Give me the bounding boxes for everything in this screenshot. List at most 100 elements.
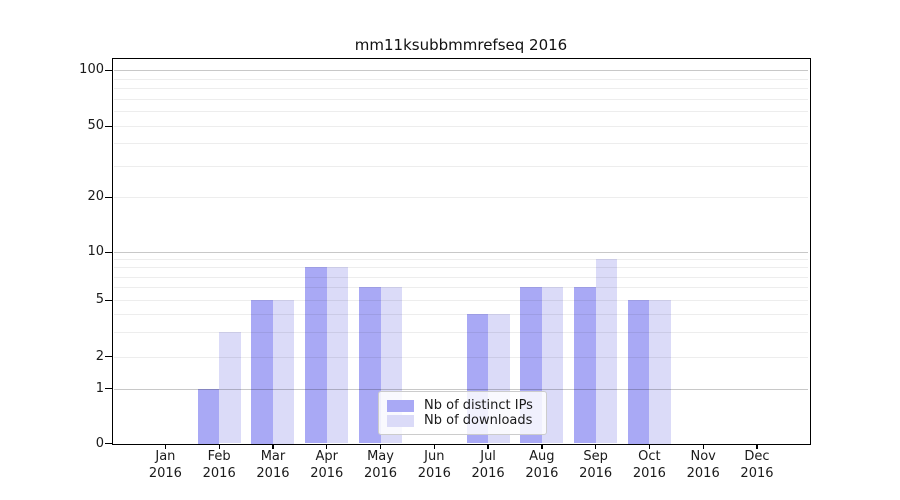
x-tick-label-sep: Sep 2016 <box>564 449 628 482</box>
x-tick-year: 2016 <box>471 465 505 481</box>
bar-downloads-mar <box>272 300 295 444</box>
gridline-minor-20 <box>114 197 808 198</box>
y-tick-mark-1 <box>105 388 113 390</box>
x-tick-year: 2016 <box>202 465 236 481</box>
x-tick-month: Dec <box>744 449 770 464</box>
x-tick-label-feb: Feb 2016 <box>187 449 251 482</box>
y-tick-label-1: 1 <box>95 380 104 396</box>
x-tick-month: Oct <box>638 449 661 464</box>
legend-label-distinct-ips: Nb of distinct IPs <box>424 398 533 413</box>
x-tick-year: 2016 <box>579 465 613 481</box>
y-tick-mark-2 <box>105 356 113 358</box>
x-tick-mark-sep <box>595 444 597 449</box>
legend-label-downloads: Nb of downloads <box>424 413 533 428</box>
x-tick-label-dec: Dec 2016 <box>725 449 789 482</box>
bar-downloads-oct <box>649 300 671 444</box>
x-tick-label-mar: Mar 2016 <box>241 449 305 482</box>
x-tick-mark-apr <box>326 444 328 449</box>
chart-title: mm11ksubbmmrefseq 2016 <box>354 36 568 54</box>
bar-distinct-ips-feb <box>197 388 220 444</box>
legend-item-distinct-ips: Nb of distinct IPs <box>387 398 538 413</box>
gridline-minor-80 <box>114 88 808 90</box>
x-tick-label-may: May 2016 <box>349 449 413 482</box>
bar-distinct-ips-apr <box>305 267 327 444</box>
bar-downloads-sep <box>595 259 618 444</box>
y-tick-label-20: 20 <box>87 189 104 204</box>
x-tick-month: Jun <box>424 449 445 464</box>
y-tick-mark-20 <box>105 196 113 198</box>
x-tick-mark-jul <box>487 444 489 449</box>
x-tick-mark-aug <box>541 444 543 449</box>
x-tick-mark-may <box>379 444 382 449</box>
x-tick-year: 2016 <box>256 465 290 481</box>
x-tick-month: Jan <box>155 449 176 464</box>
x-tick-mark-oct <box>648 444 651 449</box>
legend: Nb of distinct IPs Nb of downloads <box>378 391 547 435</box>
gridline-minor-4 <box>114 313 808 315</box>
x-tick-month: Mar <box>260 449 286 464</box>
gridline-minor-2 <box>114 356 808 358</box>
gridline-minor-70 <box>114 98 808 100</box>
x-tick-mark-feb <box>218 444 220 449</box>
y-tick-label-2: 2 <box>95 348 104 364</box>
x-tick-year: 2016 <box>148 465 182 481</box>
y-tick-mark-10 <box>105 251 113 253</box>
y-tick-mark-0 <box>105 443 113 445</box>
gridline-minor-6 <box>114 287 808 289</box>
gridline-minor-7 <box>114 276 808 278</box>
bar-downloads-feb <box>219 331 241 444</box>
x-tick-mark-jun <box>433 444 435 449</box>
gridline-minor-60 <box>114 111 808 113</box>
x-tick-year: 2016 <box>740 465 774 481</box>
y-tick-mark-5 <box>105 299 113 301</box>
gridline-minor-90 <box>114 78 808 80</box>
x-tick-label-jan: Jan 2016 <box>133 449 197 482</box>
gridline-minor-8 <box>114 267 808 269</box>
bar-distinct-ips-oct <box>627 300 650 444</box>
x-tick-year: 2016 <box>363 465 398 481</box>
bar-distinct-ips-may <box>359 287 381 444</box>
bar-downloads-aug <box>541 287 564 444</box>
legend-item-downloads: Nb of downloads <box>387 413 538 428</box>
gridline-minor-30 <box>114 165 808 167</box>
x-tick-year: 2016 <box>632 465 666 481</box>
legend-swatch-distinct-ips <box>387 399 414 412</box>
x-tick-month: Feb <box>207 449 231 464</box>
x-tick-month: Aug <box>529 449 555 464</box>
x-tick-month: Sep <box>583 449 608 464</box>
x-tick-label-nov: Nov 2016 <box>671 449 735 482</box>
gridline-minor-5 <box>114 300 808 301</box>
gridline-minor-3 <box>114 331 808 333</box>
bar-distinct-ips-mar <box>251 300 273 444</box>
x-tick-year: 2016 <box>686 465 720 481</box>
x-tick-year: 2016 <box>417 465 451 481</box>
x-tick-month: Apr <box>315 449 338 464</box>
x-tick-label-jul: Jul 2016 <box>456 449 520 482</box>
y-tick-label-50: 50 <box>87 118 104 133</box>
bar-distinct-ips-sep <box>574 287 596 444</box>
x-tick-mark-jan <box>164 444 167 449</box>
gridline-major-1 <box>114 388 808 390</box>
y-tick-mark-50 <box>105 125 113 127</box>
x-tick-mark-nov <box>702 444 704 449</box>
y-tick-label-0: 0 <box>95 435 104 451</box>
y-tick-label-5: 5 <box>95 292 104 307</box>
x-tick-year: 2016 <box>525 465 559 481</box>
x-tick-month: May <box>367 449 394 464</box>
x-tick-label-apr: Apr 2016 <box>295 449 359 482</box>
gridline-major-10 <box>114 252 808 253</box>
x-tick-mark-mar <box>272 444 274 449</box>
gridline-major-100 <box>114 70 808 71</box>
x-tick-month: Nov <box>690 449 716 464</box>
legend-swatch-downloads <box>387 414 414 427</box>
x-tick-label-oct: Oct 2016 <box>617 449 681 482</box>
bar-downloads-apr <box>326 267 349 444</box>
x-tick-mark-dec <box>756 444 758 449</box>
x-tick-month: Jul <box>480 449 496 464</box>
y-tick-mark-100 <box>105 69 113 71</box>
x-tick-year: 2016 <box>310 465 344 481</box>
y-tick-label-100: 100 <box>79 62 104 77</box>
gridline-minor-40 <box>114 143 808 145</box>
gridline-minor-50 <box>114 126 808 127</box>
